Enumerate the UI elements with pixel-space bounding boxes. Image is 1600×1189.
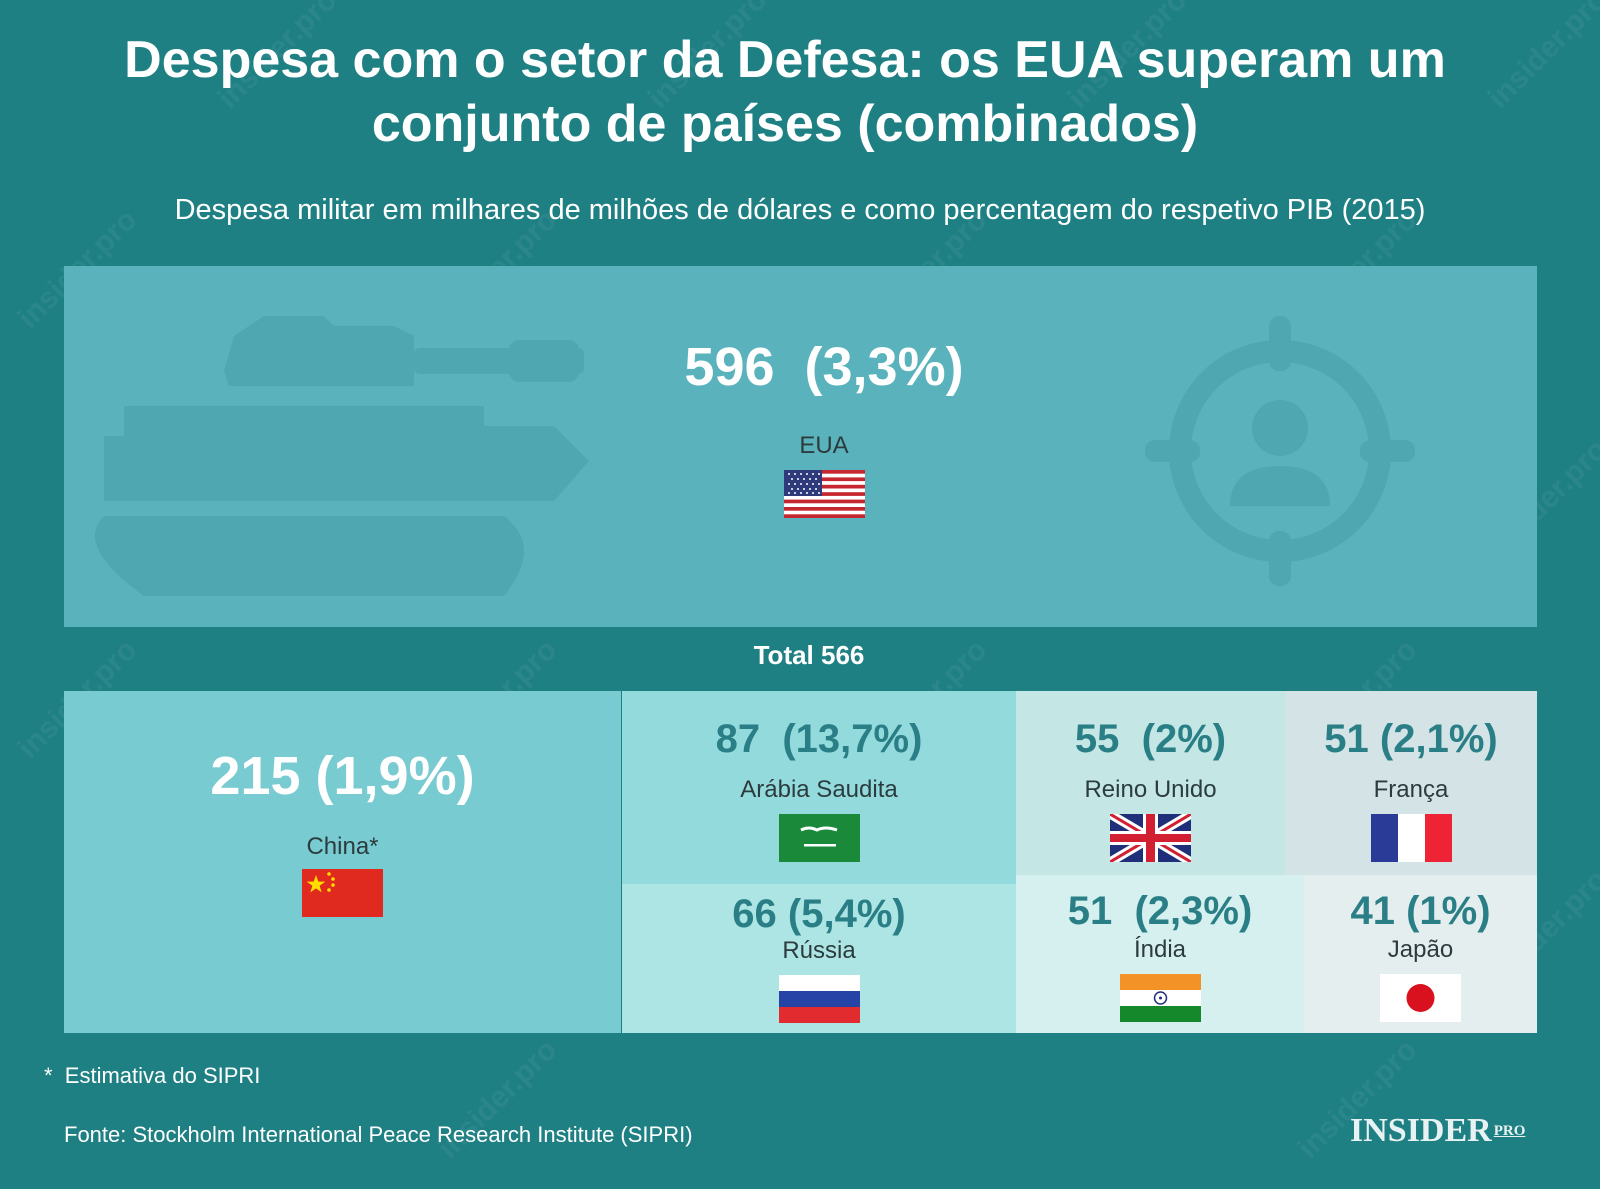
watermark-text: insider.pro xyxy=(1482,0,1600,115)
china-value: 215 (1,9%) xyxy=(210,746,475,806)
russia-value: 66 (5,4%) xyxy=(732,892,906,936)
logo-sup: PRO xyxy=(1493,1123,1526,1139)
france-flag-icon xyxy=(1370,814,1452,862)
uk-name: Reino Unido xyxy=(1084,776,1217,803)
saudi-value: 87 (13,7%) xyxy=(715,717,923,761)
uk-value: 55 (2%) xyxy=(1074,717,1227,761)
logo-main: INSIDER xyxy=(1350,1112,1492,1149)
source-note: Fonte: Stockholm International Peace Res… xyxy=(64,1122,693,1147)
insider-pro-logo: INSIDER PRO xyxy=(1350,1112,1525,1150)
japan-flag-icon xyxy=(1380,974,1461,1022)
target-person-icon xyxy=(1145,316,1415,586)
japan-value: 41 (1%) xyxy=(1350,889,1491,933)
chart-title: Despesa com o setor da Defesa: os EUA su… xyxy=(124,31,1446,153)
saudi-flag-icon xyxy=(778,814,860,862)
chart-subtitle: Despesa militar em milhares de milhões d… xyxy=(174,194,1426,226)
china-block: 215 (1,9%) China* xyxy=(64,691,621,1033)
usa-block: 596 (3,3%) EUA xyxy=(64,266,1537,627)
usa-value: 596 (3,3%) xyxy=(684,337,964,397)
china-name: China* xyxy=(306,833,379,860)
tank-icon xyxy=(95,316,589,596)
china-flag-icon xyxy=(302,869,383,917)
usa-cell: 596 (3,3%) EUA xyxy=(624,336,1024,518)
france-name: França xyxy=(1373,776,1449,803)
india-block: 51 (2,3%) Índia xyxy=(1016,875,1304,1033)
usa-name: EUA xyxy=(799,432,849,459)
japan-block: 41 (1%) Japão xyxy=(1304,875,1537,1033)
uk-flag-icon xyxy=(1110,814,1191,862)
france-block: 51 (2,1%) França xyxy=(1285,691,1537,875)
japan-name: Japão xyxy=(1387,936,1454,963)
saudi-block: 87 (13,7%) Arábia Saudita xyxy=(622,691,1016,884)
india-name: Índia xyxy=(1133,936,1187,963)
france-value: 51 (2,1%) xyxy=(1324,717,1498,761)
uk-block: 55 (2%) Reino Unido xyxy=(1016,691,1285,875)
total-label: Total 566 xyxy=(753,640,865,670)
russia-block: 66 (5,4%) Rússia xyxy=(622,884,1016,1033)
saudi-name: Arábia Saudita xyxy=(740,776,898,803)
russia-name: Rússia xyxy=(782,937,856,964)
footnote: * Estimativa do SIPRI xyxy=(44,1063,261,1088)
usa-flag-icon xyxy=(783,470,865,518)
india-flag-icon xyxy=(1119,974,1201,1022)
india-value: 51 (2,3%) xyxy=(1067,889,1253,933)
russia-flag-icon xyxy=(778,975,860,1023)
